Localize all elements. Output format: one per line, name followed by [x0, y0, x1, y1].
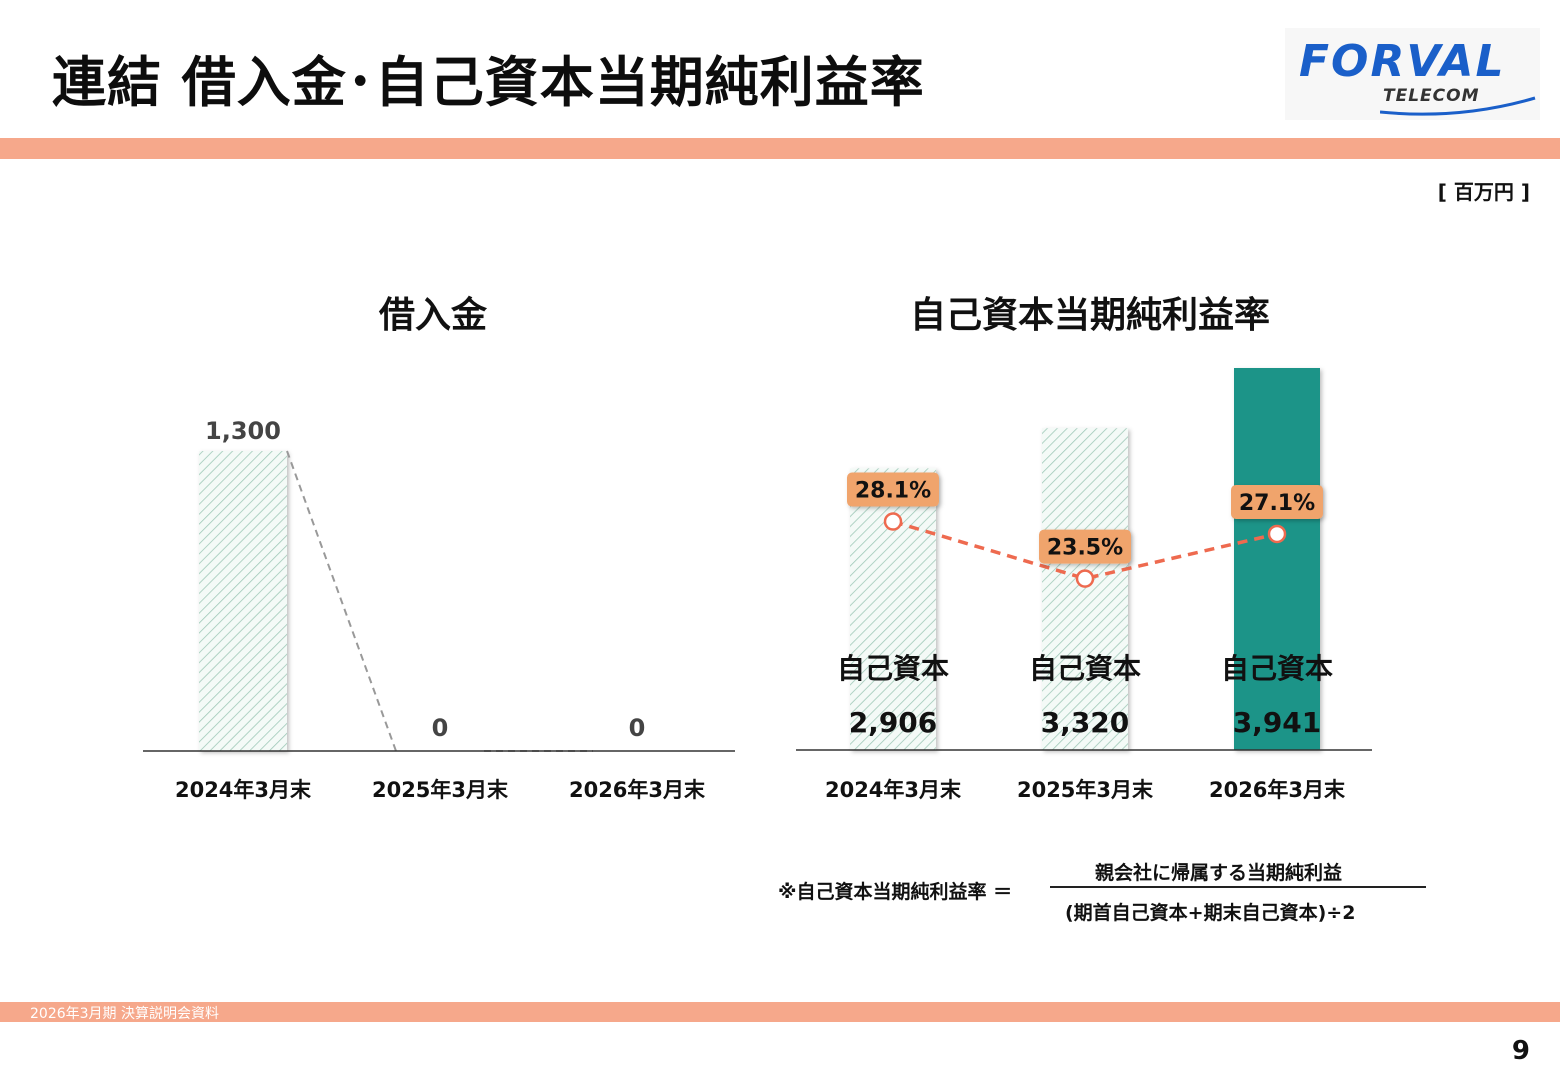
bar-series-label: 自己資本 [1029, 652, 1141, 685]
roe-chart-title: 自己資本当期純利益率 [909, 295, 1271, 336]
formula-fraction-line [1050, 886, 1426, 888]
roe-data-label: 28.1% [855, 479, 931, 504]
x-tick-label: 2026年3月末 [1209, 778, 1346, 802]
bar-value-label: 3,941 [1233, 706, 1322, 739]
footer-band [0, 1002, 1560, 1022]
bar-value-label: 3,320 [1041, 706, 1130, 739]
x-tick-label: 2025年3月末 [372, 778, 509, 802]
bar-borrowings [199, 451, 287, 751]
borrowings-chart-title: 借入金 [378, 295, 488, 336]
logo-sub-text: TELECOM [1383, 86, 1480, 106]
logo-swoosh-icon [1380, 96, 1536, 116]
logo-main-text: FORVAL [1299, 36, 1506, 87]
bar-value-label: 2,906 [849, 706, 938, 739]
formula-numerator: 親会社に帰属する当期純利益 [1095, 862, 1343, 884]
connector-line [286, 450, 397, 752]
x-tick-label: 2024年3月末 [825, 778, 962, 802]
x-tick-label: 2025年3月末 [1017, 778, 1154, 802]
bar-value-label: 1,300 [205, 417, 281, 445]
formula-label: ※自己資本当期純利益率 ＝ [778, 881, 1013, 903]
bar-equity [1042, 428, 1128, 750]
bar-series-label: 自己資本 [1221, 652, 1333, 685]
unit-label: [ 百万円 ] [1437, 180, 1530, 204]
bar-value-label: 0 [629, 714, 646, 742]
roe-point [883, 512, 903, 531]
roe-data-label: 23.5% [1047, 536, 1123, 561]
roe-label-box [847, 472, 939, 507]
bar-series-label: 自己資本 [837, 652, 949, 685]
charts-canvas: 1,300 2024年3月末 0 2025年3月末 0 2026年3月末 28.1% 23.… [143, 368, 1372, 802]
roe-line [892, 519, 1278, 581]
roe-data-label: 27.1% [1239, 491, 1315, 516]
page-title: 連結 借入金･自己資本当期純利益率 [52, 51, 925, 114]
header-accent-band [0, 138, 1560, 159]
footer-text: 2026年3月期 決算説明会資料 [30, 1006, 219, 1022]
bar-value-label: 0 [432, 714, 449, 742]
x-tick-label: 2026年3月末 [569, 778, 706, 802]
company-logo: FORVAL TELECOM [1285, 28, 1540, 120]
roe-point [1267, 524, 1287, 544]
roe-label-box [1039, 529, 1131, 564]
formula-denominator: (期首自己資本+期末自己資本)÷2 [1065, 902, 1356, 924]
page-number: 9 [1511, 1036, 1530, 1066]
bar-equity [1234, 368, 1320, 750]
x-tick-label: 2024年3月末 [175, 778, 312, 802]
roe-label-box [1231, 484, 1323, 519]
roe-point [1075, 569, 1095, 588]
